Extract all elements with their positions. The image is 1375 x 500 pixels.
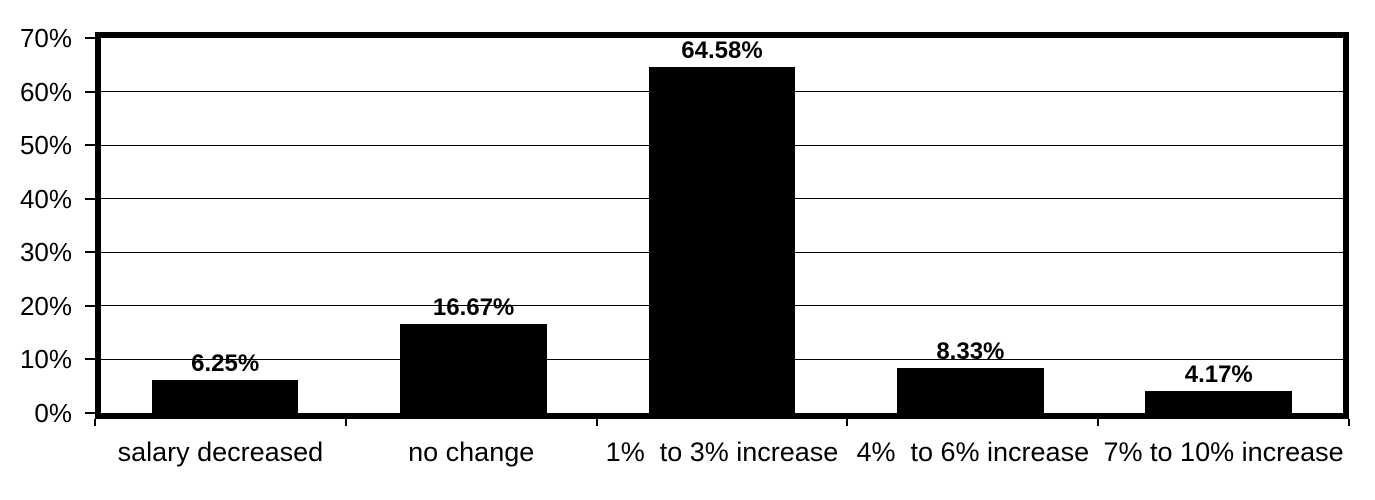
x-axis-category-label: 4% to 6% increase — [856, 437, 1090, 467]
x-axis-labels: salary decreased no change 1% to 3% increa… — [95, 437, 1349, 467]
y-axis-tick — [85, 412, 95, 414]
y-axis-tick — [85, 144, 95, 147]
y-tick-label: 20% — [19, 290, 72, 321]
bar-cell: 64.58% — [598, 38, 846, 413]
bar — [648, 67, 796, 413]
y-axis-tick — [85, 197, 95, 200]
bar — [1145, 390, 1293, 413]
bar-cell: 8.33% — [846, 38, 1094, 413]
bar — [897, 368, 1044, 413]
bar — [400, 323, 547, 413]
y-tick-label: 70% — [19, 23, 72, 53]
bar — [151, 379, 299, 413]
x-axis-tick — [595, 419, 598, 426]
x-axis-tick — [1348, 419, 1350, 426]
plot-area: 6.25% 16.67% 64.58% 8.33% 4.17% — [95, 32, 1349, 419]
x-axis-category-label: no change — [408, 437, 535, 467]
y-tick-label: 30% — [19, 237, 72, 268]
x-axis-category-label: salary decreased — [117, 437, 324, 467]
bars-row: 6.25% 16.67% 64.58% 8.33% 4.17% — [101, 38, 1343, 413]
y-tick-label: 0% — [34, 398, 72, 428]
y-tick-label: 10% — [19, 344, 72, 375]
bar-value-label: 64.58% — [681, 37, 763, 65]
y-tick-label: 40% — [19, 183, 72, 214]
x-axis-category-label: 7% to 10% increase — [1103, 437, 1344, 467]
y-tick-label: 60% — [19, 76, 72, 107]
bar-value-label: 16.67% — [432, 293, 515, 321]
x-axis-tick — [344, 419, 347, 426]
x-axis-category-label: 1% to 3% increase — [605, 437, 839, 467]
y-axis-tick — [85, 90, 95, 93]
y-axis-tick — [85, 37, 95, 39]
y-axis-tick — [85, 304, 95, 307]
bar-value-label: 6.25% — [191, 349, 260, 377]
y-axis-tick — [85, 251, 95, 254]
bar-cell: 4.17% — [1095, 38, 1343, 413]
x-axis-tick — [846, 419, 849, 426]
x-axis-tick — [1097, 419, 1100, 426]
y-tick-label: 50% — [19, 130, 72, 161]
bar-cell: 6.25% — [101, 38, 349, 413]
bar-value-label: 4.17% — [1184, 360, 1253, 388]
bar-value-label: 8.33% — [936, 338, 1005, 366]
bar-cell: 16.67% — [349, 38, 597, 413]
y-axis-tick — [85, 358, 95, 361]
x-axis-tick — [94, 419, 96, 426]
